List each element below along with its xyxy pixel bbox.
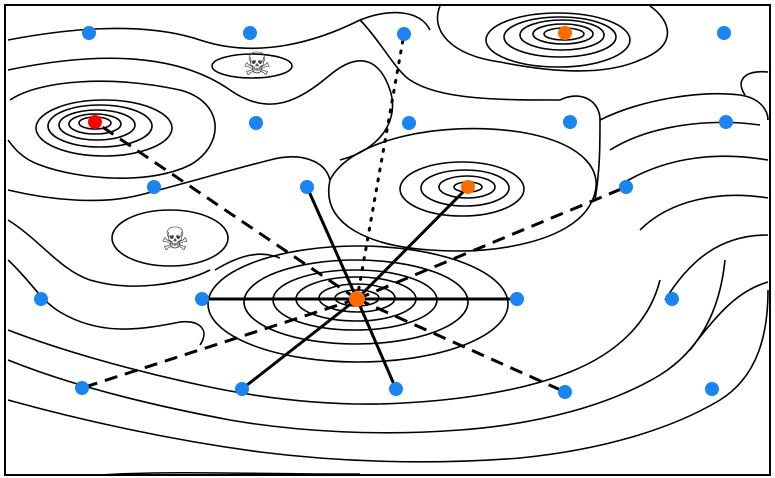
hazard-markers: ☠ ☠ bbox=[161, 45, 272, 258]
waypoint-node[interactable] bbox=[195, 292, 209, 306]
waypoint-node[interactable] bbox=[563, 115, 577, 129]
edge-hub-to-far-southwest-node bbox=[81, 297, 358, 390]
peak-node[interactable] bbox=[558, 26, 572, 40]
edge-hub-to-southwest-node bbox=[241, 297, 358, 391]
target-node[interactable] bbox=[88, 115, 102, 129]
waypoint-node[interactable] bbox=[717, 26, 731, 40]
waypoint-node[interactable] bbox=[397, 27, 411, 41]
edge-hub-to-upper-left-node bbox=[305, 186, 359, 300]
waypoint-node[interactable] bbox=[235, 382, 249, 396]
hill-node[interactable] bbox=[461, 180, 475, 194]
waypoint-node[interactable] bbox=[243, 26, 257, 40]
waypoint-node[interactable] bbox=[34, 292, 48, 306]
skull-and-crossbones-icon: ☠ bbox=[243, 45, 272, 83]
waypoint-node[interactable] bbox=[300, 180, 314, 194]
waypoint-nodes bbox=[34, 26, 733, 399]
waypoint-node[interactable] bbox=[82, 26, 96, 40]
waypoint-node[interactable] bbox=[75, 381, 89, 395]
waypoint-node[interactable] bbox=[719, 115, 733, 129]
waypoint-node[interactable] bbox=[389, 382, 403, 396]
skull-and-crossbones-icon: ☠ bbox=[161, 220, 190, 258]
waypoint-node[interactable] bbox=[619, 180, 633, 194]
hub-node[interactable] bbox=[349, 291, 365, 307]
waypoint-node[interactable] bbox=[705, 382, 719, 396]
edge-hub-to-south-node bbox=[355, 298, 398, 390]
edge-hub-to-target bbox=[94, 120, 358, 301]
waypoint-node[interactable] bbox=[558, 385, 572, 399]
route-edges bbox=[81, 32, 627, 394]
waypoint-node[interactable] bbox=[510, 292, 524, 306]
edge-hub-to-center-hill bbox=[355, 185, 470, 301]
waypoint-node[interactable] bbox=[147, 180, 161, 194]
contour-lines bbox=[7, 5, 769, 476]
waypoint-node[interactable] bbox=[402, 116, 416, 130]
edge-hub-to-southeast-node bbox=[356, 297, 566, 394]
edge-hub-to-northeast-node bbox=[356, 185, 627, 301]
waypoint-node[interactable] bbox=[665, 292, 679, 306]
waypoint-node[interactable] bbox=[249, 116, 263, 130]
